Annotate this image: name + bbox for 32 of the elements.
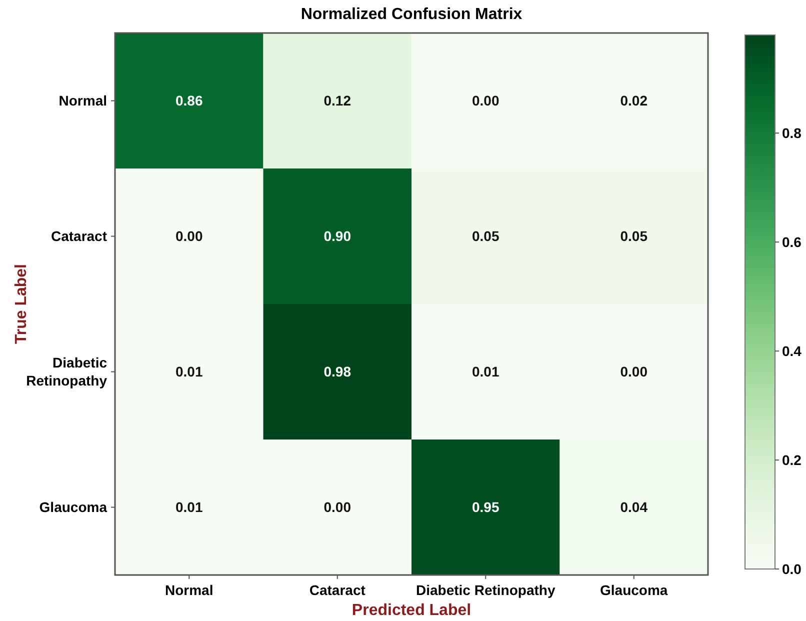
y-tick-label: Normal [58,92,107,109]
data-label: 0.01 [176,364,203,380]
data-label: 0.98 [324,364,352,380]
y-tick-label: Glaucoma [39,499,108,516]
y-axis-title: True Label [13,264,30,344]
data-label: 0.05 [620,228,648,244]
color-bar-label: 0.4 [782,342,802,359]
data-label: 0.00 [472,92,500,109]
data-label: 0.04 [620,499,648,516]
y-tick-label: Diabetic Retinopathy [26,354,108,389]
color-bar-label: 0.2 [782,452,802,468]
data-label: 0.00 [324,499,352,516]
y-tick-label: Cataract [50,228,108,244]
data-label: 0.90 [324,228,352,244]
color-bar-label: 0.0 [782,560,802,577]
x-tick-label: Diabetic Retinopathy [416,582,556,598]
color-bar-label: 0.6 [782,234,802,250]
x-tick-label: Cataract [309,582,366,598]
data-label: 0.95 [472,499,500,516]
data-label: 0.01 [176,499,203,516]
data-label: 0.05 [472,228,500,244]
color-bar-label: 0.8 [782,124,802,141]
x-tick-label: Normal [165,582,214,598]
x-axis-title: Predicted Label [352,602,472,619]
data-label: 0.86 [176,92,203,109]
data-label: 0.12 [324,92,352,109]
data-label: 0.00 [176,228,203,244]
data-label: 0.01 [472,364,500,380]
data-label: 0.00 [620,364,648,380]
data-label: 0.02 [620,92,648,109]
chart-title: Normalized Confusion Matrix [300,6,522,23]
x-tick-label: Glaucoma [600,582,668,598]
